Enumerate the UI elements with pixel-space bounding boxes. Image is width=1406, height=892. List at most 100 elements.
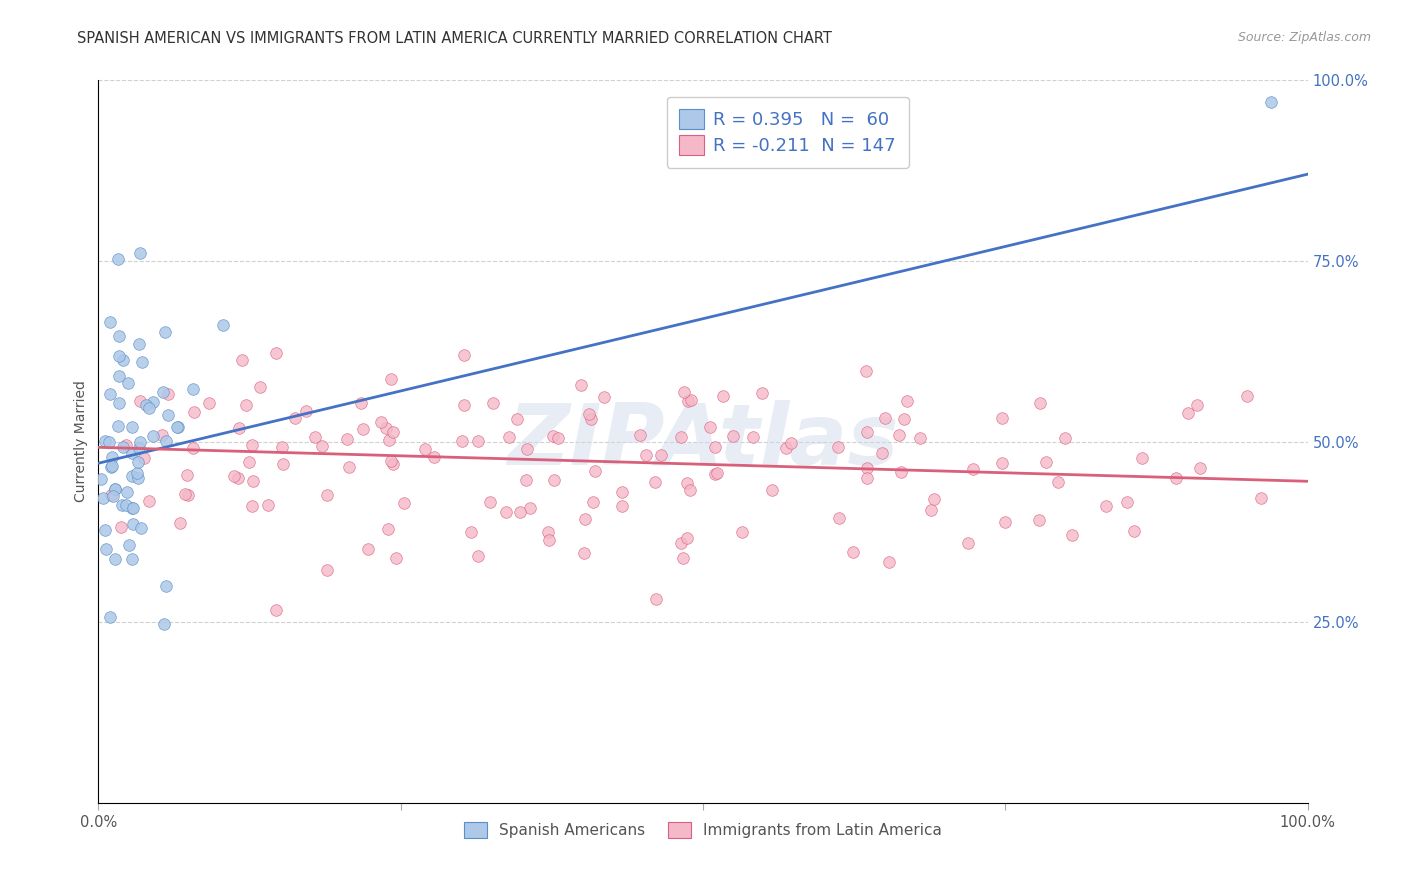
Point <box>176 468 198 483</box>
Point <box>751 386 773 401</box>
Point <box>122 517 145 532</box>
Point <box>453 348 475 362</box>
Point <box>93 523 115 537</box>
Point <box>1123 524 1146 538</box>
Point <box>169 516 191 531</box>
Point <box>742 430 765 444</box>
Point <box>94 541 117 556</box>
Point <box>100 387 122 401</box>
Point <box>498 430 520 444</box>
Point <box>1028 395 1050 409</box>
Point <box>111 498 134 512</box>
Point <box>138 494 160 508</box>
Point <box>385 551 408 566</box>
Point <box>128 337 150 351</box>
Point <box>316 563 339 577</box>
Point <box>467 434 489 449</box>
Point <box>266 602 288 616</box>
Point <box>467 549 489 563</box>
Point <box>1260 95 1282 109</box>
Point <box>107 419 129 434</box>
Point <box>226 471 249 485</box>
Point <box>128 441 150 455</box>
Point <box>304 430 326 444</box>
Point <box>1094 499 1116 513</box>
Point <box>240 437 263 451</box>
Point <box>1116 495 1139 509</box>
Point <box>516 442 538 456</box>
Point <box>121 500 143 515</box>
Point <box>94 434 117 448</box>
Point <box>377 522 399 536</box>
Point <box>131 355 153 369</box>
Point <box>645 592 668 607</box>
Point <box>156 387 179 401</box>
Point <box>142 429 165 443</box>
Point <box>828 511 851 525</box>
Point <box>108 349 131 363</box>
Point <box>156 408 179 422</box>
Point <box>585 464 607 478</box>
Point <box>121 446 143 460</box>
Point <box>100 460 122 475</box>
Point <box>224 468 246 483</box>
Point <box>382 425 405 439</box>
Y-axis label: Currently Married: Currently Married <box>75 381 89 502</box>
Point <box>370 415 392 429</box>
Point <box>138 401 160 416</box>
Point <box>121 552 143 566</box>
Point <box>101 489 124 503</box>
Point <box>121 419 143 434</box>
Point <box>779 435 801 450</box>
Point <box>152 385 174 400</box>
Point <box>612 500 634 514</box>
Point <box>212 318 235 333</box>
Point <box>644 475 666 489</box>
Point <box>870 446 893 460</box>
Point <box>131 521 153 535</box>
Point <box>392 496 415 510</box>
Point <box>100 488 122 502</box>
Point <box>650 448 672 462</box>
Point <box>352 422 374 436</box>
Point <box>174 487 197 501</box>
Point <box>569 378 592 392</box>
Point <box>669 430 692 444</box>
Point <box>155 434 177 448</box>
Point <box>547 431 569 445</box>
Point <box>537 533 560 547</box>
Point <box>107 252 129 266</box>
Point <box>495 505 517 519</box>
Point <box>128 245 150 260</box>
Point <box>582 495 605 509</box>
Point <box>889 428 911 442</box>
Point <box>97 435 120 450</box>
Point <box>699 419 721 434</box>
Point <box>152 616 174 631</box>
Point <box>1236 389 1258 403</box>
Point <box>856 461 879 475</box>
Point <box>704 441 727 455</box>
Point <box>127 466 149 480</box>
Point <box>681 392 703 407</box>
Point <box>295 403 318 417</box>
Point <box>413 442 436 456</box>
Point <box>1250 491 1272 505</box>
Point <box>98 316 121 330</box>
Point <box>636 449 658 463</box>
Point <box>270 440 292 454</box>
Text: SPANISH AMERICAN VS IMMIGRANTS FROM LATIN AMERICA CURRENTLY MARRIED CORRELATION : SPANISH AMERICAN VS IMMIGRANTS FROM LATI… <box>77 31 832 46</box>
Point <box>451 434 474 448</box>
Point <box>108 395 131 409</box>
Point <box>153 326 176 340</box>
Point <box>181 442 204 456</box>
Point <box>177 488 200 502</box>
Point <box>669 536 692 550</box>
Point <box>155 579 177 593</box>
Point <box>775 442 797 456</box>
Point <box>706 466 728 480</box>
Point <box>841 545 863 559</box>
Point <box>117 376 139 390</box>
Text: ZIPAtlas: ZIPAtlas <box>508 400 898 483</box>
Point <box>543 473 565 487</box>
